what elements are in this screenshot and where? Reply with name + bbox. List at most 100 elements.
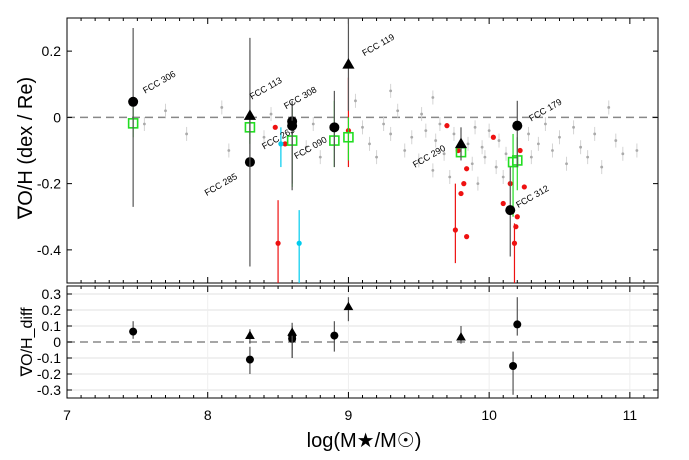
bottom-x-tick-label: 11 [623,407,638,423]
data-point-background [544,122,547,126]
data-point-dot [458,190,464,197]
data-point-background [396,109,400,113]
data-point-dot [282,141,288,147]
data-point-background [434,139,438,142]
bottom-y-tick-label: -0.1 [37,350,61,366]
data-point-dot [278,141,284,147]
bottom-x-tick-label: 9 [345,407,353,423]
data-point-triangle [245,330,255,339]
data-point-circle [329,122,340,133]
data-point-background [227,149,231,152]
data-point-background [417,159,421,162]
top-marks [127,18,639,283]
data-point-background [470,162,474,166]
bottom-y-tick-label: -0.2 [37,366,61,382]
data-point-dot [511,240,518,246]
data-point-background [504,152,508,156]
top-y-axis-label: ∇O/H (dex / Re) [15,77,37,220]
top-y-tick-label: 0.2 [42,43,62,59]
data-point-background [558,135,561,139]
data-point-dot [296,240,302,246]
data-point-background [448,175,452,179]
data-point-dot [514,214,520,220]
data-point-background [593,132,597,136]
top-y-tick-label: 0 [53,109,61,125]
data-point-background [318,155,322,159]
data-point-background [494,165,498,169]
data-point-circle [512,120,523,131]
data-point-background [579,145,583,149]
bottom-y-axis-label: ∇O/H_diff [19,307,36,378]
data-point-background [389,89,393,93]
data-point-circle [245,355,254,364]
data-point-background [164,109,167,113]
data-point-background [476,182,480,186]
data-point-triangle [342,58,355,69]
annotation-label: FCC 113 [248,75,284,101]
data-point-background [466,142,470,146]
bottom-y-tick-label: 0.3 [42,286,62,302]
data-point-circle [129,327,138,336]
data-point-circle [330,331,339,340]
annotation-label: FCC 090 [292,134,328,161]
data-point-background [600,165,604,169]
data-point-background [621,152,625,156]
data-point-background [487,129,491,133]
data-point-background [304,145,308,149]
data-point-background [501,175,505,179]
data-point-dot [272,124,278,130]
data-point-dot [464,234,470,240]
data-point-background [529,155,533,159]
data-point-dot [521,184,527,190]
bottom-marks [129,297,522,395]
bottom-y-tick-label: 0.2 [42,302,62,318]
bottom-x-tick-label: 7 [63,407,71,423]
data-point-background [311,122,315,126]
data-point-background [572,125,575,129]
data-point-background [483,155,487,159]
data-point-background [431,96,435,99]
data-point-dot [461,181,467,187]
data-point-background [361,125,364,129]
data-point-background [389,132,393,136]
data-point-square [343,131,354,143]
data-point-background [607,106,611,109]
data-point-dot [517,147,523,154]
data-point-background [473,125,477,129]
data-point-background [354,99,357,103]
data-point-background [403,149,407,152]
bottom-y-tick-label: 0.1 [42,318,62,334]
data-point-background [614,139,618,142]
bottom-x-tick-label: 10 [481,407,497,423]
data-point-triangle [243,109,257,120]
data-point-background [565,162,568,166]
data-point-background [185,132,189,136]
annotation-label: FCC 290 [411,143,447,170]
data-point-triangle [454,137,468,149]
data-point-circle [509,362,518,370]
data-point-background [382,122,386,126]
data-point-background [551,149,554,152]
top-plot-frame [66,17,659,284]
bottom-plot-frame [66,285,659,399]
data-point-triangle [287,327,298,336]
data-point-background [480,145,484,149]
bottom-panel: 0.30.20.10-0.1-0.2-0.37 8 9 10 11 [37,285,659,423]
data-point-background [431,168,435,172]
data-point-background [635,149,639,152]
data-point-triangle [456,332,466,341]
data-point-background [420,112,423,116]
data-point-background [375,155,378,159]
data-point-dot [500,200,506,207]
annotation-label: FCC 285 [203,171,239,198]
data-point-background [410,135,414,139]
annotation-label: FCC 306 [141,69,177,96]
top-y-tick-label: -0.2 [37,176,61,192]
annotation-label: FCC 119 [360,32,396,58]
data-point-dot [452,227,458,233]
bottom-y-tick-label: 0 [53,334,61,350]
annotation-label: FCC 308 [282,84,318,111]
data-point-circle [287,120,298,131]
